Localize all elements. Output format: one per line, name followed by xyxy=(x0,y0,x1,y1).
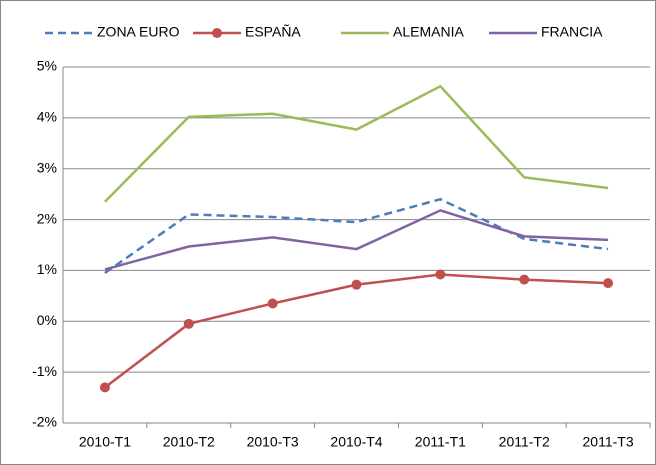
series-marker xyxy=(267,298,278,309)
x-tick-label: 2010-T4 xyxy=(330,434,382,450)
legend-label: ZONA EURO xyxy=(97,24,180,40)
x-tick-label: 2011-T3 xyxy=(583,434,634,450)
series-marker xyxy=(99,382,110,393)
series-line xyxy=(104,209,609,271)
series-line xyxy=(104,197,609,274)
legend-label: ESPAÑA xyxy=(245,24,301,40)
x-tick-label: 2011-T1 xyxy=(415,434,466,450)
series-marker xyxy=(519,274,530,285)
series-marker xyxy=(351,279,362,290)
legend-label: ALEMANIA xyxy=(393,24,464,40)
y-tick-label: 3% xyxy=(37,159,57,175)
y-tick-label: 1% xyxy=(37,261,57,277)
y-tick-label: 4% xyxy=(37,109,57,125)
y-tick-label: -2% xyxy=(32,414,57,430)
x-tick-label: 2010-T2 xyxy=(163,434,215,450)
series-marker xyxy=(435,269,446,280)
y-tick-label: -1% xyxy=(32,363,57,379)
x-tick-label: 2010-T1 xyxy=(79,434,131,450)
y-tick-label: 0% xyxy=(37,312,57,328)
series-line xyxy=(104,84,609,203)
series-marker xyxy=(183,318,194,329)
x-tick-label: 2010-T3 xyxy=(247,434,299,450)
x-tick-label: 2011-T2 xyxy=(499,434,550,450)
legend-label: FRANCIA xyxy=(541,24,603,40)
legend-marker xyxy=(212,28,222,38)
y-tick-label: 5% xyxy=(37,58,57,74)
y-tick-label: 2% xyxy=(37,210,57,226)
series-marker xyxy=(603,278,614,289)
